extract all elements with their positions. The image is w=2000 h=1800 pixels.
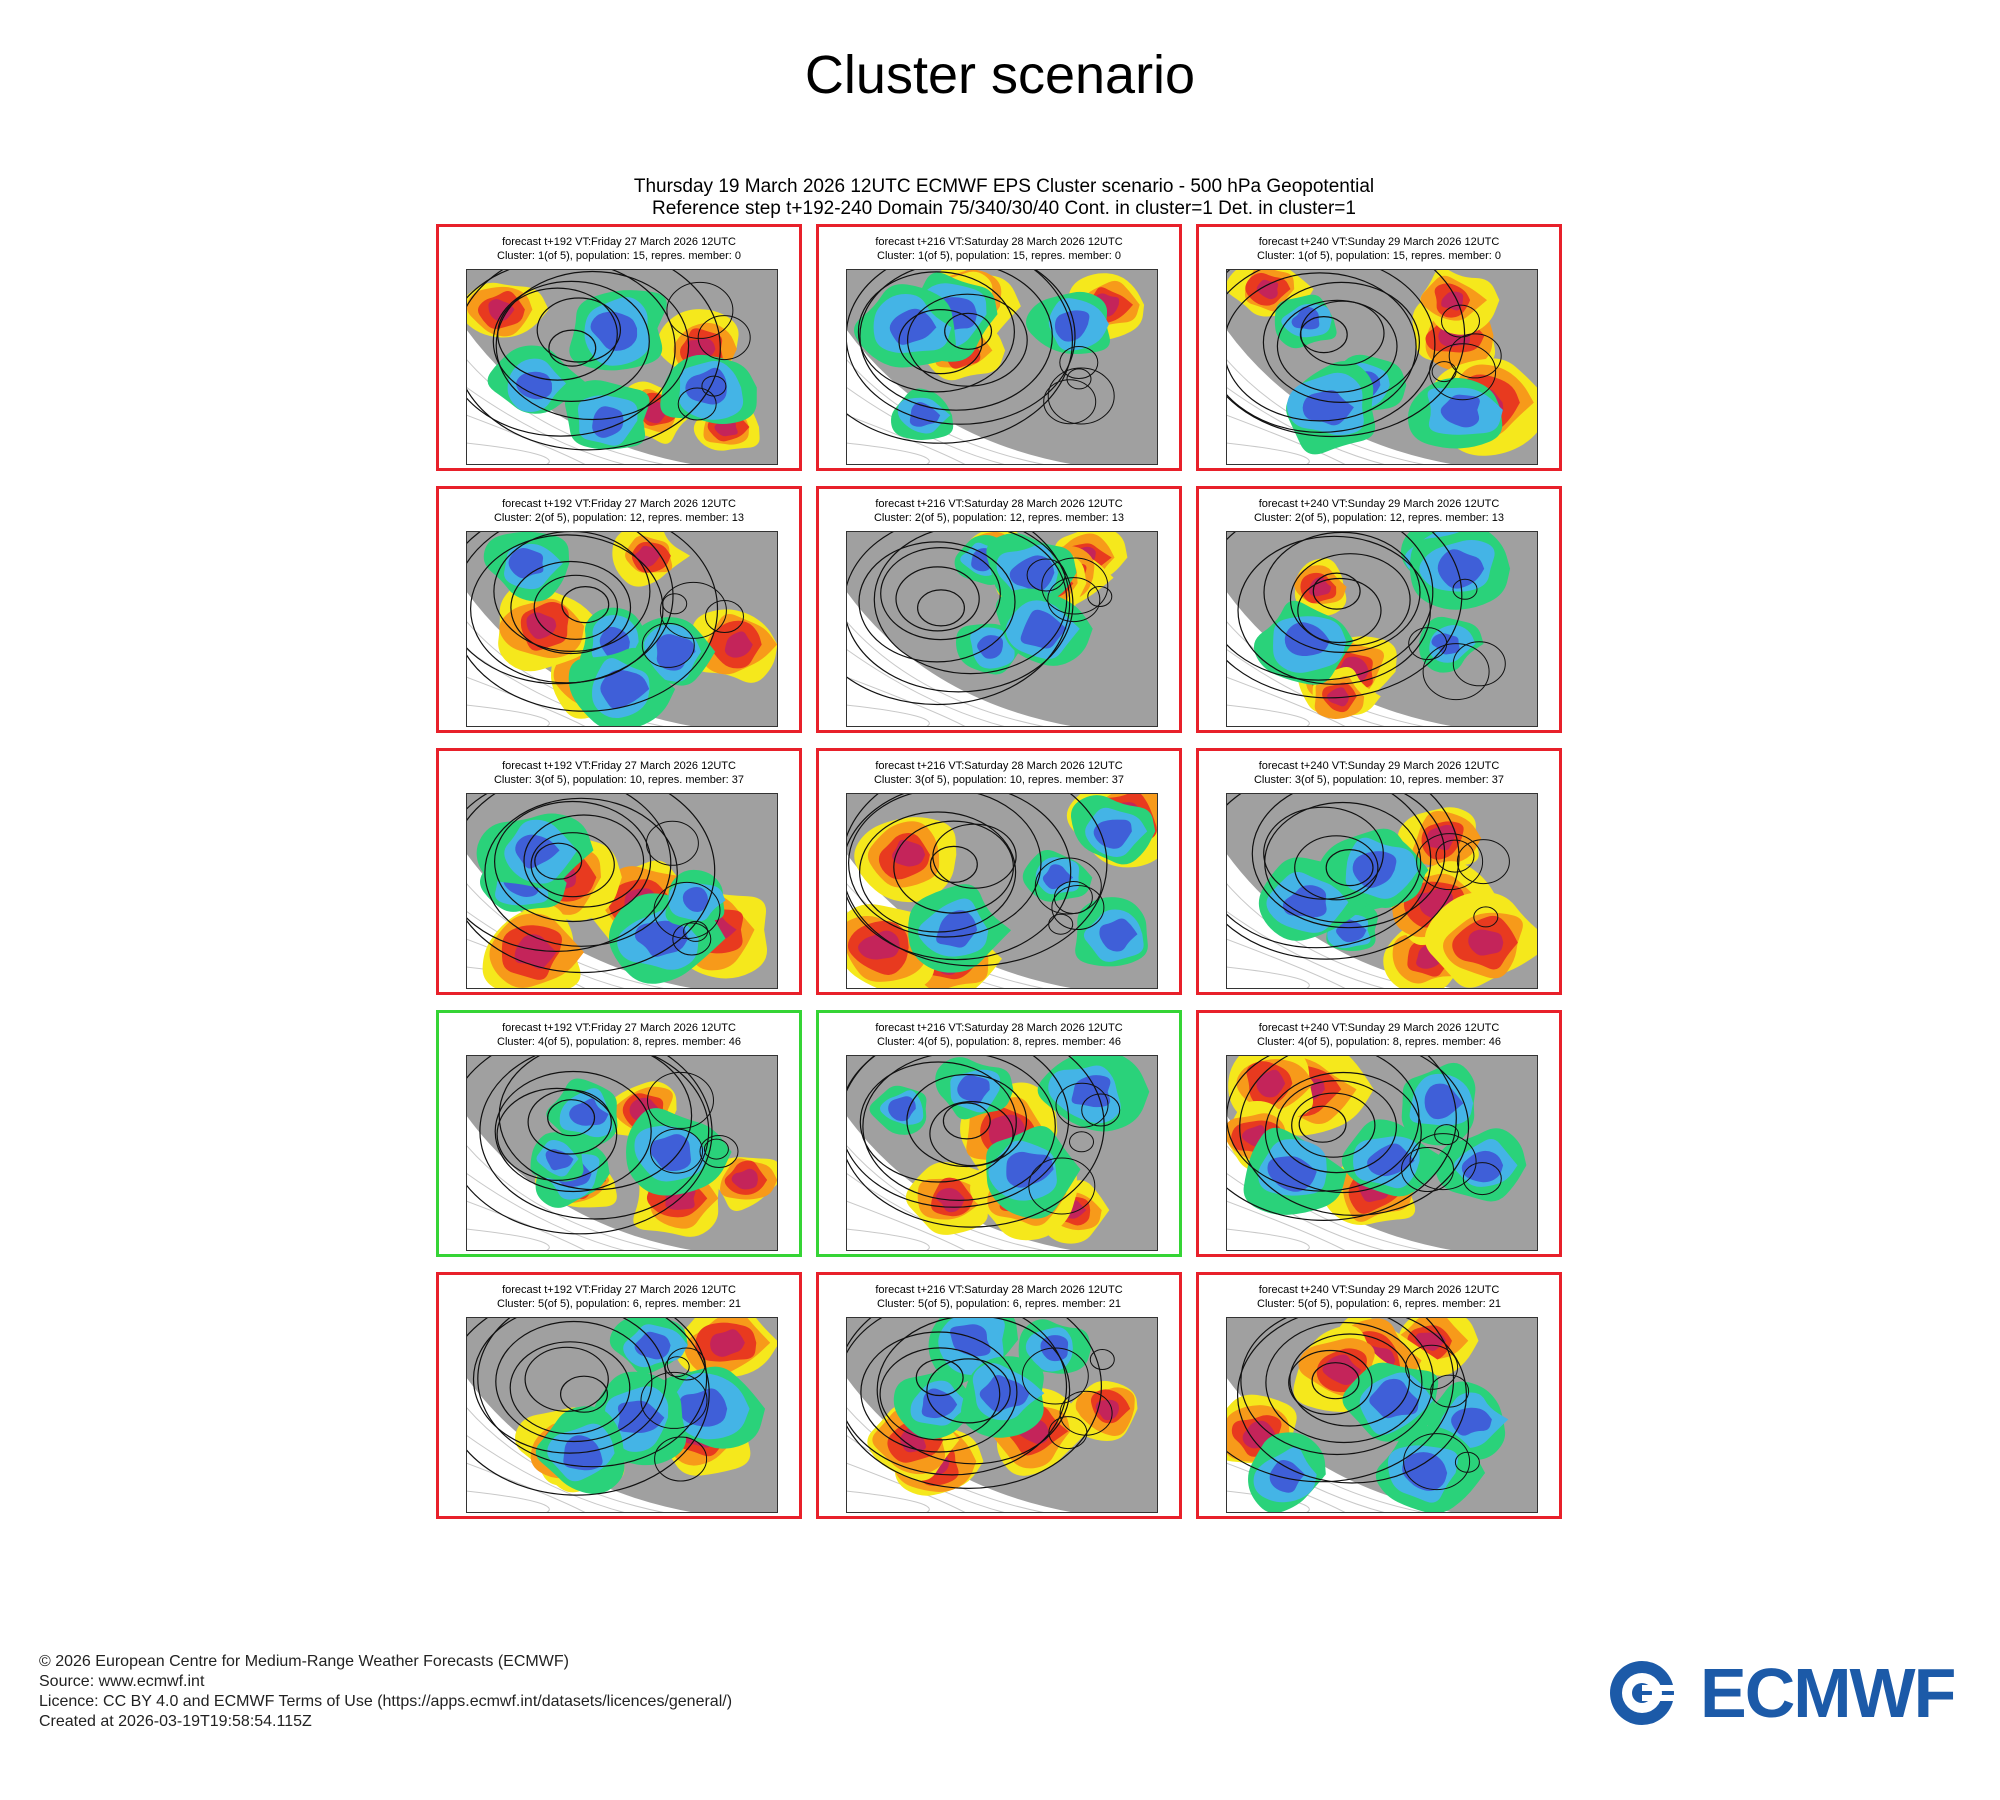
cluster-panel: forecast t+240 VT:Sunday 29 March 2026 1… xyxy=(1196,1272,1562,1519)
logo-text: ECMWF xyxy=(1700,1654,1956,1732)
panel-cluster-label: Cluster: 1(of 5), population: 15, repres… xyxy=(497,250,741,262)
footer-source: Source: www.ecmwf.int xyxy=(39,1673,205,1690)
anomaly-map xyxy=(846,1317,1158,1513)
panel-forecast-label: forecast t+216 VT:Saturday 28 March 2026… xyxy=(875,498,1123,510)
panel-forecast-label: forecast t+240 VT:Sunday 29 March 2026 1… xyxy=(1258,236,1500,248)
anomaly-map xyxy=(466,1055,778,1251)
panel-cluster-label: Cluster: 3(of 5), population: 10, repres… xyxy=(493,774,745,786)
footer-copyright: © 2026 European Centre for Medium-Range … xyxy=(39,1653,569,1670)
footer-licence: Licence: CC BY 4.0 and ECMWF Terms of Us… xyxy=(39,1693,733,1710)
anomaly-map xyxy=(1226,793,1538,989)
panel-forecast-label: forecast t+216 VT:Saturday 28 March 2026… xyxy=(875,1022,1123,1034)
cluster-panel-grid: forecast t+192 VT:Friday 27 March 2026 1… xyxy=(436,224,1572,1524)
panel-forecast-label: forecast t+192 VT:Friday 27 March 2026 1… xyxy=(502,1022,736,1034)
cluster-panel: forecast t+240 VT:Sunday 29 March 2026 1… xyxy=(1196,224,1562,471)
panel-cluster-label: Cluster: 3(of 5), population: 10, repres… xyxy=(873,774,1125,786)
ecmwf-logo-icon xyxy=(1592,1661,1692,1725)
chart-header-line1: Thursday 19 March 2026 12UTC ECMWF EPS C… xyxy=(633,176,1375,197)
panel-cluster-label: Cluster: 1(of 5), population: 15, repres… xyxy=(1257,250,1501,262)
panel-cluster-label: Cluster: 5(of 5), population: 6, repres.… xyxy=(497,1298,741,1310)
anomaly-map xyxy=(1226,1317,1538,1513)
page-title: Cluster scenario xyxy=(804,45,1196,105)
cluster-panel: forecast t+216 VT:Saturday 28 March 2026… xyxy=(816,224,1182,471)
panel-cluster-label: Cluster: 4(of 5), population: 8, repres.… xyxy=(1257,1036,1501,1048)
cluster-panel: forecast t+216 VT:Saturday 28 March 2026… xyxy=(816,486,1182,733)
panel-cluster-label: Cluster: 2(of 5), population: 12, repres… xyxy=(493,512,745,524)
panel-cluster-label: Cluster: 3(of 5), population: 10, repres… xyxy=(1253,774,1505,786)
chart-header-line2: Reference step t+192-240 Domain 75/340/3… xyxy=(652,198,1356,219)
panel-forecast-label: forecast t+192 VT:Friday 27 March 2026 1… xyxy=(502,1284,736,1296)
cluster-panel: forecast t+192 VT:Friday 27 March 2026 1… xyxy=(436,748,802,995)
panel-forecast-label: forecast t+240 VT:Sunday 29 March 2026 1… xyxy=(1258,760,1500,772)
footer-created: Created at 2026-03-19T19:58:54.115Z xyxy=(39,1713,312,1730)
panel-forecast-label: forecast t+240 VT:Sunday 29 March 2026 1… xyxy=(1258,498,1500,510)
ecmwf-logo: ECMWF xyxy=(1592,1654,1972,1732)
anomaly-map xyxy=(1226,269,1538,465)
panel-forecast-label: forecast t+192 VT:Friday 27 March 2026 1… xyxy=(502,760,736,772)
anomaly-map xyxy=(846,531,1158,727)
anomaly-map xyxy=(466,531,778,727)
cluster-panel: forecast t+192 VT:Friday 27 March 2026 1… xyxy=(436,486,802,733)
cluster-panel: forecast t+192 VT:Friday 27 March 2026 1… xyxy=(436,224,802,471)
cluster-panel: forecast t+216 VT:Saturday 28 March 2026… xyxy=(816,748,1182,995)
cluster-panel: forecast t+216 VT:Saturday 28 March 2026… xyxy=(816,1010,1182,1257)
panel-forecast-label: forecast t+216 VT:Saturday 28 March 2026… xyxy=(875,760,1123,772)
panel-cluster-label: Cluster: 5(of 5), population: 6, repres.… xyxy=(877,1298,1121,1310)
panel-cluster-label: Cluster: 1(of 5), population: 15, repres… xyxy=(877,250,1121,262)
anomaly-map xyxy=(1226,531,1538,727)
cluster-panel: forecast t+192 VT:Friday 27 March 2026 1… xyxy=(436,1272,802,1519)
panel-cluster-label: Cluster: 5(of 5), population: 6, repres.… xyxy=(1257,1298,1501,1310)
anomaly-map xyxy=(846,793,1158,989)
anomaly-map xyxy=(1226,1055,1538,1251)
cluster-panel: forecast t+240 VT:Sunday 29 March 2026 1… xyxy=(1196,486,1562,733)
footer: © 2026 European Centre for Medium-Range … xyxy=(39,1652,732,1732)
panel-cluster-label: Cluster: 4(of 5), population: 8, repres.… xyxy=(497,1036,741,1048)
panel-forecast-label: forecast t+240 VT:Sunday 29 March 2026 1… xyxy=(1258,1022,1500,1034)
panel-forecast-label: forecast t+240 VT:Sunday 29 March 2026 1… xyxy=(1258,1284,1500,1296)
panel-forecast-label: forecast t+192 VT:Friday 27 March 2026 1… xyxy=(502,498,736,510)
panel-cluster-label: Cluster: 2(of 5), population: 12, repres… xyxy=(1253,512,1505,524)
panel-cluster-label: Cluster: 2(of 5), population: 12, repres… xyxy=(873,512,1125,524)
anomaly-map xyxy=(466,269,778,465)
cluster-panel: forecast t+192 VT:Friday 27 March 2026 1… xyxy=(436,1010,802,1257)
panel-forecast-label: forecast t+216 VT:Saturday 28 March 2026… xyxy=(875,236,1123,248)
cluster-panel: forecast t+240 VT:Sunday 29 March 2026 1… xyxy=(1196,1010,1562,1257)
anomaly-map xyxy=(466,793,778,989)
panel-forecast-label: forecast t+192 VT:Friday 27 March 2026 1… xyxy=(502,236,736,248)
cluster-panel: forecast t+216 VT:Saturday 28 March 2026… xyxy=(816,1272,1182,1519)
panel-cluster-label: Cluster: 4(of 5), population: 8, repres.… xyxy=(877,1036,1121,1048)
anomaly-map xyxy=(466,1317,778,1513)
chart-header: Thursday 19 March 2026 12UTC ECMWF EPS C… xyxy=(436,176,1572,220)
cluster-panel: forecast t+240 VT:Sunday 29 March 2026 1… xyxy=(1196,748,1562,995)
anomaly-map xyxy=(846,269,1158,465)
panel-forecast-label: forecast t+216 VT:Saturday 28 March 2026… xyxy=(875,1284,1123,1296)
anomaly-map xyxy=(846,1055,1158,1251)
